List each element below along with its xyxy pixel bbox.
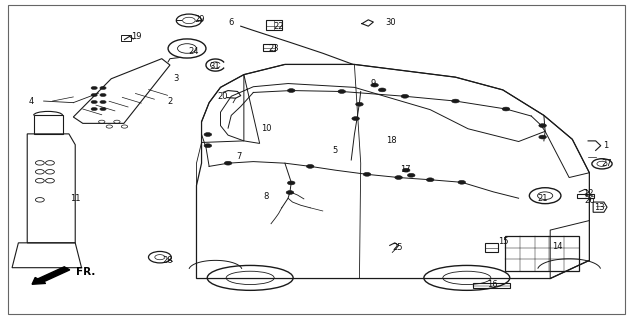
Text: FR.: FR. [77, 267, 96, 277]
Circle shape [286, 191, 294, 195]
Text: 30: 30 [385, 19, 396, 28]
Circle shape [204, 144, 211, 148]
Bar [473, 283, 510, 288]
Circle shape [100, 108, 106, 111]
Bar [484, 243, 498, 252]
Text: 25: 25 [392, 243, 403, 252]
Text: 4: 4 [28, 97, 34, 106]
Text: 12: 12 [583, 189, 593, 198]
Text: 8: 8 [263, 192, 268, 201]
Text: 21: 21 [537, 194, 548, 203]
Circle shape [100, 93, 106, 97]
Text: 14: 14 [553, 242, 563, 251]
Text: 29: 29 [194, 15, 205, 24]
Text: 1: 1 [603, 141, 608, 150]
Bar [505, 236, 579, 271]
Circle shape [100, 86, 106, 90]
Circle shape [427, 178, 434, 182]
Circle shape [408, 173, 415, 177]
Text: 7: 7 [237, 152, 242, 161]
Circle shape [338, 90, 346, 93]
Text: 10: 10 [261, 124, 271, 132]
Text: 16: 16 [487, 280, 498, 289]
Circle shape [371, 83, 379, 87]
Text: 2: 2 [167, 97, 173, 106]
Circle shape [502, 107, 510, 111]
Bar [577, 194, 594, 197]
Text: 9: 9 [371, 79, 376, 88]
Text: 22: 22 [273, 22, 284, 31]
Bar [121, 36, 131, 41]
Text: 27: 27 [602, 159, 612, 168]
Text: 17: 17 [399, 165, 410, 174]
Circle shape [91, 93, 97, 97]
Text: 6: 6 [229, 19, 234, 28]
Circle shape [363, 172, 371, 176]
Text: 26: 26 [584, 196, 594, 205]
Text: 11: 11 [70, 194, 80, 203]
Circle shape [287, 89, 295, 92]
Circle shape [401, 94, 409, 98]
Circle shape [403, 168, 410, 172]
Text: 31: 31 [209, 61, 220, 70]
Text: 28: 28 [163, 256, 173, 265]
Text: 15: 15 [498, 237, 509, 246]
Circle shape [352, 117, 360, 121]
Bar [263, 44, 275, 51]
Text: 24: 24 [188, 47, 199, 56]
Circle shape [224, 161, 232, 165]
Circle shape [100, 100, 106, 104]
Circle shape [91, 86, 97, 90]
Circle shape [204, 132, 211, 136]
Text: 19: 19 [131, 32, 142, 41]
Text: 20: 20 [218, 92, 229, 101]
Circle shape [452, 99, 460, 103]
Circle shape [91, 108, 97, 111]
Circle shape [458, 180, 465, 184]
Circle shape [287, 181, 295, 185]
Circle shape [356, 102, 363, 106]
Circle shape [395, 176, 403, 180]
Circle shape [379, 88, 386, 92]
Bar [266, 20, 282, 30]
Text: 3: 3 [173, 74, 179, 83]
Circle shape [306, 164, 314, 168]
Circle shape [539, 124, 546, 127]
Text: 23: 23 [268, 44, 279, 53]
FancyArrow shape [32, 267, 70, 284]
Text: 5: 5 [333, 146, 338, 155]
Circle shape [539, 135, 546, 139]
Text: 13: 13 [594, 203, 605, 212]
Text: 18: 18 [385, 136, 396, 145]
Circle shape [91, 100, 97, 104]
